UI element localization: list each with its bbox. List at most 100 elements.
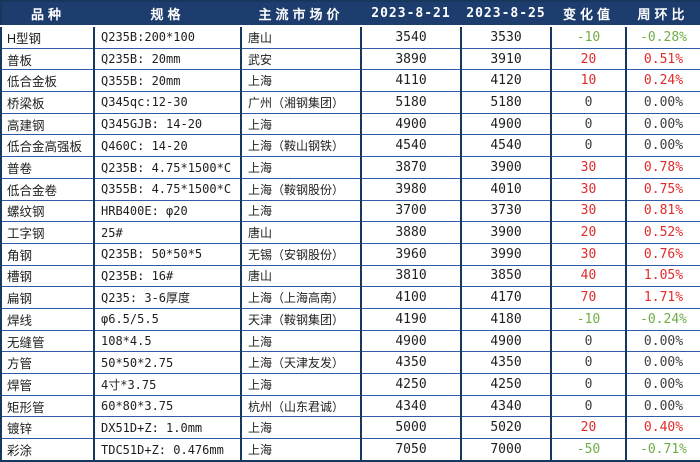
price-0825-cell: 7000 [460, 438, 551, 461]
price-0825-cell: 4120 [460, 69, 551, 92]
change-cell: 0 [550, 112, 626, 135]
col-header-market: 主流市场价 [241, 1, 361, 27]
price-0825-cell: 3900 [460, 156, 551, 179]
price-0821-cell: 3960 [360, 242, 461, 266]
change-cell: 20 [550, 416, 626, 439]
wow-cell: 0.75% [625, 177, 700, 201]
price-0821-cell: 7050 [360, 438, 461, 461]
price-0821-cell: 4350 [360, 351, 461, 374]
price-0825-cell: 4170 [460, 286, 551, 309]
wow-cell: 0.51% [625, 47, 700, 70]
wow-cell: -0.24% [625, 307, 700, 331]
spec-cell: 108*4.5 [93, 329, 241, 352]
wow-cell: 0.24% [625, 69, 700, 92]
change-cell: 20 [550, 47, 626, 70]
change-cell: 0 [550, 373, 626, 396]
variety-cell: 工字钢 [1, 221, 94, 244]
market-cell: 上海（天津友发） [240, 351, 361, 374]
market-cell: 上海 [240, 329, 361, 352]
change-cell: 0 [550, 91, 626, 114]
spec-cell: Q235B: 4.75*1500*C [93, 156, 241, 179]
change-cell: 30 [550, 156, 626, 179]
spec-cell: 25# [93, 221, 241, 244]
price-0825-cell: 4350 [460, 351, 551, 374]
spec-cell: Q235B: 50*50*5 [93, 242, 241, 266]
table-row: 工字钢 25# 唐山 3880 3900 20 0.52% [1, 221, 700, 244]
table-row: 角钢 Q235B: 50*50*5 无锡（安钢股份） 3960 3990 30 0.76% [1, 242, 700, 266]
price-0821-cell: 3980 [360, 177, 461, 201]
spec-cell: DX51D+Z: 1.0mm [93, 416, 241, 439]
variety-cell: 高建钢 [1, 112, 94, 135]
wow-cell: 0.00% [625, 134, 700, 157]
col-header-date-0821: 2023-8-21 [361, 1, 461, 27]
spec-cell: Q235B: 20mm [93, 47, 241, 70]
price-0825-cell: 4180 [460, 307, 551, 331]
table-row: 彩涂 TDC51D+Z: 0.476mm 上海 7050 7000 -50 -0.71% [1, 438, 700, 461]
price-0821-cell: 5180 [360, 91, 461, 114]
variety-cell: 低合金高强板 [1, 134, 94, 157]
spec-cell: TDC51D+Z: 0.476mm [93, 438, 241, 461]
table-row: 低合金高强板 Q460C: 14-20 上海（鞍山钢铁） 4540 4540 0 0.00% [1, 134, 700, 157]
change-cell: 70 [550, 286, 626, 309]
table-row: H型钢 Q235B:200*100 唐山 3540 3530 -10 -0.28% [1, 26, 700, 49]
market-cell: 广州（湘钢集团） [240, 91, 361, 114]
table-row: 螺纹钢 HRB400E: φ20 上海 3700 3730 30 0.81% [1, 199, 700, 222]
price-0821-cell: 4100 [360, 286, 461, 309]
market-cell: 杭州（山东君诚） [240, 394, 361, 417]
variety-cell: 无缝管 [1, 329, 94, 352]
change-cell: 0 [550, 134, 626, 157]
change-cell: -10 [550, 307, 626, 331]
table-row: 方管 50*50*2.75 上海（天津友发） 4350 4350 0 0.00% [1, 351, 700, 374]
table-row: 普卷 Q235B: 4.75*1500*C 上海 3870 3900 30 0.78% [1, 156, 700, 179]
table-row: 扁钢 Q235: 3-6厚度 上海（上海高南） 4100 4170 70 1.71% [1, 286, 700, 309]
spec-cell: Q345qc:12-30 [93, 91, 241, 114]
price-0821-cell: 3880 [360, 221, 461, 244]
wow-cell: 0.52% [625, 221, 700, 244]
market-cell: 上海（上海高南） [240, 286, 361, 309]
spec-cell: Q345GJB: 14-20 [93, 112, 241, 135]
variety-cell: 桥梁板 [1, 91, 94, 114]
market-cell: 天津（鞍钢集团） [240, 307, 361, 331]
spec-cell: Q355B: 20mm [93, 69, 241, 92]
variety-cell: 镀锌 [1, 416, 94, 439]
table-row: 低合金板 Q355B: 20mm 上海 4110 4120 10 0.24% [1, 69, 700, 92]
table-row: 槽钢 Q235B: 16# 唐山 3810 3850 40 1.05% [1, 264, 700, 287]
spec-cell: Q235B:200*100 [93, 26, 241, 49]
price-0825-cell: 3850 [460, 264, 551, 287]
wow-cell: 1.05% [625, 264, 700, 287]
market-cell: 上海 [240, 199, 361, 222]
market-cell: 上海（鞍钢股份） [240, 177, 361, 201]
spec-cell: 50*50*2.75 [93, 351, 241, 374]
price-0821-cell: 4250 [360, 373, 461, 396]
spec-cell: Q235B: 16# [93, 264, 241, 287]
change-cell: -10 [550, 26, 626, 49]
market-cell: 唐山 [240, 264, 361, 287]
price-0825-cell: 3730 [460, 199, 551, 222]
table-row: 无缝管 108*4.5 上海 4900 4900 0 0.00% [1, 329, 700, 352]
price-0825-cell: 5180 [460, 91, 551, 114]
variety-cell: 普板 [1, 47, 94, 70]
market-cell: 上海 [240, 69, 361, 92]
col-header-change: 变化值 [551, 1, 626, 27]
change-cell: 0 [550, 394, 626, 417]
change-cell: 0 [550, 351, 626, 374]
market-cell: 上海 [240, 112, 361, 135]
price-0821-cell: 3810 [360, 264, 461, 287]
price-0821-cell: 4540 [360, 134, 461, 157]
price-0821-cell: 3890 [360, 47, 461, 70]
wow-cell: -0.71% [625, 438, 700, 461]
table-row: 焊线 φ6.5/5.5 天津（鞍钢集团） 4190 4180 -10 -0.24% [1, 307, 700, 331]
wow-cell: 1.71% [625, 286, 700, 309]
col-header-spec: 规格 [94, 1, 241, 27]
variety-cell: 低合金卷 [1, 177, 94, 201]
price-0821-cell: 3540 [360, 26, 461, 49]
change-cell: -50 [550, 438, 626, 461]
wow-cell: 0.00% [625, 373, 700, 396]
price-0821-cell: 3700 [360, 199, 461, 222]
change-cell: 10 [550, 69, 626, 92]
price-0825-cell: 4340 [460, 394, 551, 417]
table-row: 高建钢 Q345GJB: 14-20 上海 4900 4900 0 0.00% [1, 112, 700, 135]
spec-cell: Q460C: 14-20 [93, 134, 241, 157]
variety-cell: 扁钢 [1, 286, 94, 309]
market-cell: 上海 [240, 438, 361, 461]
